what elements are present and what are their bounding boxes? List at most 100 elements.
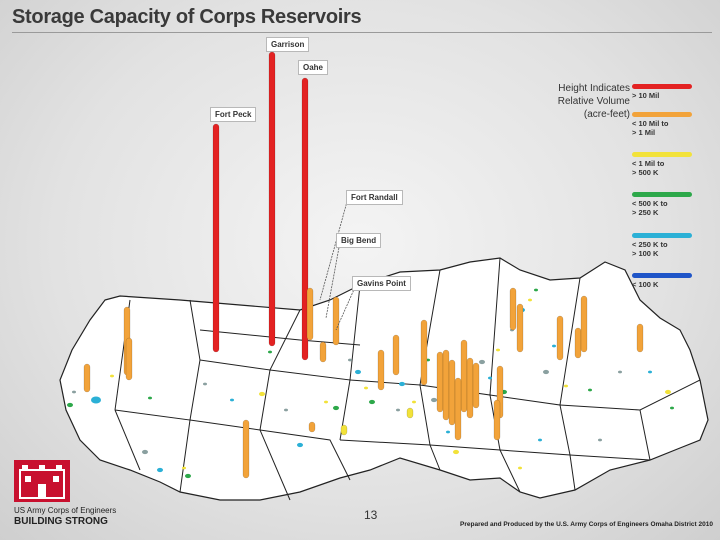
org-name: US Army Corps of Engineers: [14, 506, 117, 515]
reservoir-dot: [268, 350, 272, 354]
reservoir-dot: [67, 402, 73, 408]
legend-title-line: Relative Volume: [557, 96, 630, 107]
bar-reservoir: [340, 424, 348, 436]
reservoir-dot: [259, 391, 265, 397]
reservoir-dot: [91, 396, 101, 404]
reservoir-dot: [431, 397, 437, 403]
legend-item: < 1 Mil to > 500 K: [632, 152, 712, 177]
legend-swatch: [632, 112, 692, 117]
bar-reservoir: [493, 399, 501, 441]
reservoir-dot: [185, 473, 191, 479]
reservoir-dot: [479, 359, 485, 365]
legend-label: > 1 Mil: [632, 128, 656, 137]
bar-reservoir: [636, 323, 644, 353]
reservoir-dot: [538, 438, 542, 442]
bar-reservoir: [83, 363, 91, 393]
bar-fort-peck: [212, 123, 220, 353]
small-reservoir-dots: [67, 288, 674, 479]
legend-item: < 250 K to > 100 K: [632, 233, 712, 258]
bar-reservoir: [125, 337, 133, 381]
bar-reservoir: [509, 287, 517, 331]
bar-reservoir: [556, 315, 564, 361]
legend-swatch: [632, 84, 692, 89]
legend-item: < 500 K to > 250 K: [632, 192, 712, 217]
callout-garrison: Garrison: [266, 37, 310, 52]
bar-reservoir: [516, 303, 524, 353]
reservoir-dot: [396, 408, 400, 412]
reservoir-dot: [157, 467, 163, 473]
legend-label: < 1 Mil to: [632, 159, 665, 168]
bar-big-bend: [332, 296, 340, 346]
reservoir-dot: [348, 358, 352, 362]
reservoir-dot: [230, 398, 234, 402]
legend-title-line: Height Indicates: [558, 83, 630, 94]
reservoir-dot: [453, 449, 459, 455]
reservoir-dot: [534, 288, 538, 292]
bar-reservoir: [377, 349, 385, 391]
reservoir-dot: [552, 344, 556, 348]
reservoir-dot: [324, 400, 328, 404]
reservoir-dot: [148, 396, 152, 400]
reservoir-dot: [297, 442, 303, 448]
reservoir-dot: [399, 381, 405, 387]
legend-label: > 100 K: [632, 249, 659, 258]
reservoir-dot: [364, 386, 368, 390]
legend-swatch: [632, 192, 692, 197]
reservoir-dot: [72, 390, 76, 394]
reservoir-dot: [110, 374, 114, 378]
bar-reservoir: [242, 419, 250, 479]
slide-title: Storage Capacity of Corps Reservoirs: [12, 6, 362, 28]
bar-reservoir: [472, 362, 480, 409]
callout-fort-randall: Fort Randall: [346, 190, 403, 205]
legend-label: > 10 Mil: [632, 91, 660, 100]
legend-item: < 10 Mil to > 1 Mil: [632, 112, 712, 137]
bar-reservoir: [574, 327, 582, 359]
bar-reservoir: [460, 339, 468, 413]
reservoir-bars: [83, 51, 644, 479]
legend-title-line: (acre-feet): [583, 109, 630, 120]
callout-big-bend: Big Bend: [336, 233, 382, 248]
bar-reservoir: [319, 341, 327, 363]
state-boundaries: [114, 257, 701, 501]
title-divider: [12, 32, 712, 33]
reservoir-dot: [665, 389, 671, 395]
credit-line: Prepared and Produced by the U.S. Army C…: [460, 521, 713, 528]
reservoir-dot: [369, 399, 375, 405]
reservoir-dot: [670, 406, 674, 410]
legend-title: Height Indicates Relative Volume (acre-f…: [540, 82, 630, 121]
reservoir-dot: [203, 382, 207, 386]
motto: BUILDING STRONG: [14, 516, 108, 527]
reservoir-dot: [528, 298, 532, 302]
bar-reservoir: [580, 295, 588, 353]
callout-leaders: [319, 197, 357, 331]
bar-reservoir: [454, 377, 462, 441]
reservoir-dot: [355, 369, 361, 375]
reservoir-dot: [598, 438, 602, 442]
reservoir-dot: [543, 369, 549, 375]
reservoir-dot: [333, 405, 339, 411]
bar-garrison: [268, 51, 276, 347]
reservoir-dot: [412, 400, 416, 404]
bar-fort-randall: [306, 287, 314, 341]
bar-reservoir: [406, 407, 414, 419]
reservoir-dot: [618, 370, 622, 374]
legend-label: > 500 K: [632, 168, 659, 177]
callout-fort-peck: Fort Peck: [210, 107, 257, 122]
reservoir-dot: [488, 376, 492, 380]
reservoir-dot: [564, 384, 568, 388]
legend-swatch: [632, 152, 692, 157]
legend-swatch: [632, 233, 692, 238]
legend-label: > 250 K: [632, 208, 659, 217]
legend-swatch: [632, 273, 692, 278]
bar-reservoir: [466, 357, 474, 419]
legend-label: < 10 Mil to: [632, 119, 669, 128]
reservoir-dot: [648, 370, 652, 374]
reservoir-dot: [142, 449, 148, 455]
bar-oahe: [301, 77, 309, 361]
legend-item: > 10 Mil: [632, 84, 712, 100]
bar-reservoir: [436, 351, 444, 413]
reservoir-dot: [496, 348, 500, 352]
reservoir-dot: [182, 466, 186, 470]
castle-icon: [14, 460, 70, 502]
legend-label: < 500 K to: [632, 199, 668, 208]
